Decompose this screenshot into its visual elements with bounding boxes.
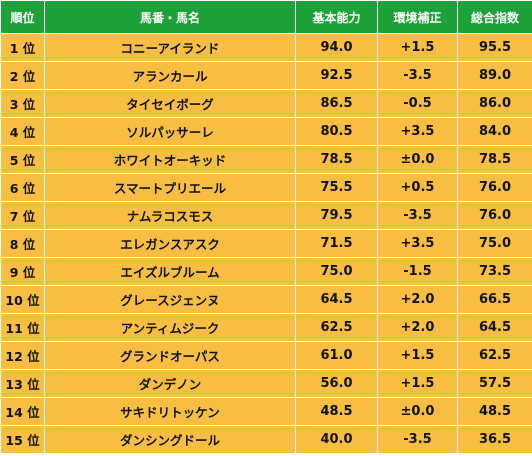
rank-cell: 12 位 bbox=[0, 341, 45, 370]
base-ability-cell: 79.5 bbox=[295, 201, 378, 230]
table-row: 8 位エレガンスアスク 71.5 +3.5 75.0 bbox=[0, 229, 532, 258]
environment-adjust-cell: +3.5 bbox=[377, 117, 458, 146]
rank-cell: 4 位 bbox=[0, 117, 45, 146]
table-row: 11 位アンティムジーク 62.5 +2.0 64.5 bbox=[0, 313, 532, 342]
table-row: 5 位ホワイトオーキッド 78.5 ±0.0 78.5 bbox=[0, 145, 532, 174]
horse-name-cell: アランカール bbox=[44, 61, 296, 90]
rank-cell: 5 位 bbox=[0, 145, 45, 174]
rank-cell: 11 位 bbox=[0, 313, 45, 342]
environment-adjust-cell: +3.5 bbox=[377, 229, 458, 258]
rank-cell: 10 位 bbox=[0, 285, 45, 314]
environment-adjust-cell: -3.5 bbox=[377, 425, 458, 454]
table-row: 4 位ソルパッサーレ 80.5 +3.5 84.0 bbox=[0, 117, 532, 146]
total-index-cell: 86.0 bbox=[457, 89, 532, 118]
table-row: 1 位コニーアイランド 94.0 +1.5 95.5 bbox=[0, 33, 532, 62]
base-ability-cell: 62.5 bbox=[295, 313, 378, 342]
total-index-cell: 76.0 bbox=[457, 201, 532, 230]
rank-cell: 14 位 bbox=[0, 397, 45, 426]
rank-cell: 1 位 bbox=[0, 33, 45, 62]
rank-cell: 2 位 bbox=[0, 61, 45, 90]
table-row: 15 位ダンシングドール 40.0 -3.5 36.5 bbox=[0, 425, 532, 454]
total-index-cell: 75.0 bbox=[457, 229, 532, 258]
total-index-cell: 76.0 bbox=[457, 173, 532, 202]
environment-adjust-cell: -3.5 bbox=[377, 61, 458, 90]
environment-adjust-cell: +0.5 bbox=[377, 173, 458, 202]
base-ability-cell: 78.5 bbox=[295, 145, 378, 174]
header-horse-name: 馬番・馬名 bbox=[44, 0, 296, 34]
rank-cell: 9 位 bbox=[0, 257, 45, 286]
environment-adjust-cell: ±0.0 bbox=[377, 397, 458, 426]
horse-name-cell: ダンデノン bbox=[44, 369, 296, 398]
table-row: 7 位ナムラコスモス 79.5 -3.5 76.0 bbox=[0, 201, 532, 230]
base-ability-cell: 61.0 bbox=[295, 341, 378, 370]
horse-name-cell: ソルパッサーレ bbox=[44, 117, 296, 146]
environment-adjust-cell: +1.5 bbox=[377, 33, 458, 62]
base-ability-cell: 71.5 bbox=[295, 229, 378, 258]
table-row: 10 位グレースジェンヌ 64.5 +2.0 66.5 bbox=[0, 285, 532, 314]
base-ability-cell: 75.0 bbox=[295, 257, 378, 286]
rank-cell: 15 位 bbox=[0, 425, 45, 454]
rank-cell: 6 位 bbox=[0, 173, 45, 202]
base-ability-cell: 40.0 bbox=[295, 425, 378, 454]
environment-adjust-cell: ±0.0 bbox=[377, 145, 458, 174]
horse-name-cell: グランドオーパス bbox=[44, 341, 296, 370]
total-index-cell: 48.5 bbox=[457, 397, 532, 426]
horse-name-cell: エイズルブルーム bbox=[44, 257, 296, 286]
horse-name-cell: タイセイボーグ bbox=[44, 89, 296, 118]
base-ability-cell: 80.5 bbox=[295, 117, 378, 146]
base-ability-cell: 92.5 bbox=[295, 61, 378, 90]
table-row: 2 位アランカール 92.5 -3.5 89.0 bbox=[0, 61, 532, 90]
total-index-cell: 36.5 bbox=[457, 425, 532, 454]
environment-adjust-cell: -3.5 bbox=[377, 201, 458, 230]
horse-name-cell: サキドリトッケン bbox=[44, 397, 296, 426]
total-index-cell: 64.5 bbox=[457, 313, 532, 342]
horse-name-cell: ホワイトオーキッド bbox=[44, 145, 296, 174]
environment-adjust-cell: +1.5 bbox=[377, 341, 458, 370]
total-index-cell: 78.5 bbox=[457, 145, 532, 174]
header-total-index: 総合指数 bbox=[457, 0, 532, 34]
horse-name-cell: ダンシングドール bbox=[44, 425, 296, 454]
base-ability-cell: 94.0 bbox=[295, 33, 378, 62]
table-row: 9 位エイズルブルーム 75.0 -1.5 73.5 bbox=[0, 257, 532, 286]
header-row: 順位 馬番・馬名 基本能力 環境補正 総合指数 bbox=[0, 0, 532, 34]
table-row: 12 位グランドオーパス 61.0 +1.5 62.5 bbox=[0, 341, 532, 370]
rank-cell: 13 位 bbox=[0, 369, 45, 398]
total-index-cell: 66.5 bbox=[457, 285, 532, 314]
rank-cell: 7 位 bbox=[0, 201, 45, 230]
total-index-cell: 62.5 bbox=[457, 341, 532, 370]
horse-name-cell: アンティムジーク bbox=[44, 313, 296, 342]
environment-adjust-cell: +2.0 bbox=[377, 285, 458, 314]
horse-name-cell: コニーアイランド bbox=[44, 33, 296, 62]
rank-cell: 3 位 bbox=[0, 89, 45, 118]
environment-adjust-cell: +1.5 bbox=[377, 369, 458, 398]
total-index-cell: 84.0 bbox=[457, 117, 532, 146]
base-ability-cell: 86.5 bbox=[295, 89, 378, 118]
total-index-cell: 73.5 bbox=[457, 257, 532, 286]
table-row: 6 位スマートプリエール 75.5 +0.5 76.0 bbox=[0, 173, 532, 202]
base-ability-cell: 56.0 bbox=[295, 369, 378, 398]
table-row: 3 位タイセイボーグ 86.5 -0.5 86.0 bbox=[0, 89, 532, 118]
environment-adjust-cell: +2.0 bbox=[377, 313, 458, 342]
horse-name-cell: グレースジェンヌ bbox=[44, 285, 296, 314]
base-ability-cell: 48.5 bbox=[295, 397, 378, 426]
table-row: 13 位ダンデノン 56.0 +1.5 57.5 bbox=[0, 369, 532, 398]
header-rank: 順位 bbox=[0, 0, 45, 34]
horse-name-cell: エレガンスアスク bbox=[44, 229, 296, 258]
horse-name-cell: ナムラコスモス bbox=[44, 201, 296, 230]
base-ability-cell: 64.5 bbox=[295, 285, 378, 314]
environment-adjust-cell: -0.5 bbox=[377, 89, 458, 118]
table-row: 14 位サキドリトッケン 48.5 ±0.0 48.5 bbox=[0, 397, 532, 426]
header-environment-adjust: 環境補正 bbox=[377, 0, 458, 34]
rank-cell: 8 位 bbox=[0, 229, 45, 258]
total-index-cell: 89.0 bbox=[457, 61, 532, 90]
total-index-cell: 57.5 bbox=[457, 369, 532, 398]
base-ability-cell: 75.5 bbox=[295, 173, 378, 202]
environment-adjust-cell: -1.5 bbox=[377, 257, 458, 286]
horse-name-cell: スマートプリエール bbox=[44, 173, 296, 202]
header-base-ability: 基本能力 bbox=[295, 0, 378, 34]
total-index-cell: 95.5 bbox=[457, 33, 532, 62]
